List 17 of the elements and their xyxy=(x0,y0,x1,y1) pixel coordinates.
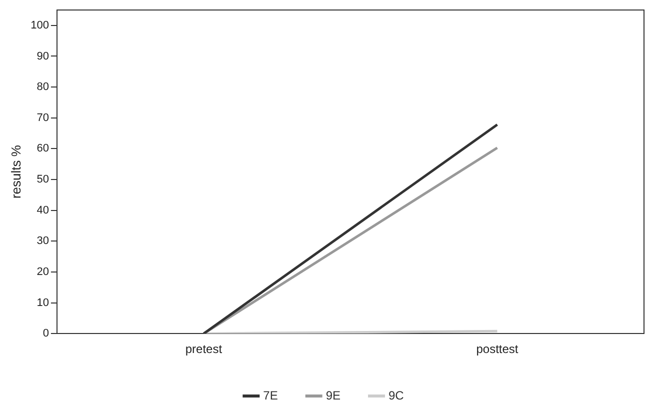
y-tick-label: 30 xyxy=(36,235,49,248)
y-tick-label: 80 xyxy=(36,81,49,94)
x-tick-label: posttest xyxy=(476,342,519,356)
y-tick-label: 100 xyxy=(30,19,49,32)
y-tick-label: 90 xyxy=(36,50,49,62)
y-tick-label: 0 xyxy=(42,328,49,340)
legend-label: 9E xyxy=(326,388,341,402)
y-tick-label: 40 xyxy=(36,204,49,216)
y-tick-label: 50 xyxy=(36,174,49,186)
y-tick-label: 20 xyxy=(36,266,49,278)
y-tick-label: 60 xyxy=(36,142,49,155)
y-tick-label: 10 xyxy=(36,296,49,309)
x-tick-label: pretest xyxy=(185,342,223,356)
legend-label: 9C xyxy=(388,388,404,402)
y-tick-label: 70 xyxy=(36,112,49,124)
y-axis-title: results % xyxy=(8,144,24,199)
legend-label: 7E xyxy=(263,388,278,402)
